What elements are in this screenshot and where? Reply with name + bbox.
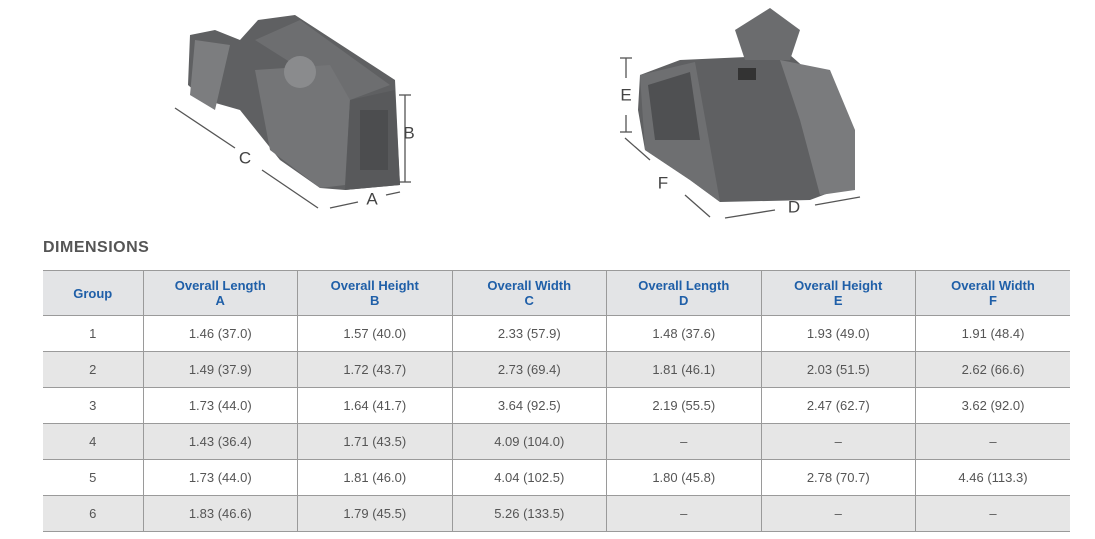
column-header: Overall Length A — [142, 270, 298, 316]
table-cell: 1.48 (37.6) — [606, 315, 762, 352]
table-cell: 4.46 (113.3) — [915, 459, 1070, 496]
column-name: Overall Width — [951, 278, 1035, 293]
table-cell: 2 — [43, 351, 144, 388]
table-cell: 1.83 (46.6) — [142, 495, 298, 532]
column-sub: F — [989, 293, 997, 308]
table-cell: 1.81 (46.0) — [297, 459, 453, 496]
dimension-label: E — [620, 85, 631, 104]
table-cell: 1.80 (45.8) — [606, 459, 762, 496]
table-cell: 1.73 (44.0) — [142, 387, 298, 424]
column-header: Overall Height B — [297, 270, 453, 316]
column-sub: B — [370, 293, 380, 308]
dimension-label: D — [788, 197, 800, 216]
table-cell: 2.03 (51.5) — [760, 351, 916, 388]
table-cell: 1.57 (40.0) — [297, 315, 453, 352]
dimension-label: B — [403, 123, 414, 142]
column-header: Overall Width C — [451, 270, 607, 316]
table-cell: 2.73 (69.4) — [451, 351, 607, 388]
column-name: Overall Length — [174, 278, 266, 293]
dimension-label: F — [658, 173, 668, 192]
table-cell: 1.43 (36.4) — [142, 423, 298, 460]
table-cell: – — [760, 495, 916, 532]
table-cell: 2.19 (55.5) — [606, 387, 762, 424]
table-cell: 1.46 (37.0) — [142, 315, 298, 352]
table-cell: 1.73 (44.0) — [142, 459, 298, 496]
table-cell: – — [606, 495, 762, 532]
table-cell: 1 — [43, 315, 144, 352]
table-row: 1 1.46 (37.0) 1.57 (40.0) 2.33 (57.9) 1.48 (… — [43, 315, 1070, 352]
column-header: Overall Width F — [915, 270, 1070, 316]
section-title: DIMENSIONS — [43, 239, 150, 256]
table-row: 3 1.73 (44.0) 1.64 (41.7) 3.64 (92.5) 2.19 (… — [43, 387, 1070, 424]
table-cell: 3.64 (92.5) — [451, 387, 607, 424]
table-cell: 1.79 (45.5) — [297, 495, 453, 532]
table-cell: 2.62 (66.6) — [915, 351, 1070, 388]
table-row: 6 1.83 (46.6) 1.79 (45.5) 5.26 (133.5) – – – — [43, 495, 1070, 532]
table-cell: – — [606, 423, 762, 460]
table-cell: 2.47 (62.7) — [760, 387, 916, 424]
column-sub: D — [679, 293, 689, 308]
table-cell: 2.78 (70.7) — [760, 459, 916, 496]
column-name: Overall Height — [330, 278, 419, 293]
column-sub: E — [833, 293, 843, 308]
table-cell: 4.09 (104.0) — [451, 423, 607, 460]
table-cell: 6 — [43, 495, 144, 532]
column-sub: A — [215, 293, 225, 308]
table-cell: 5 — [43, 459, 144, 496]
table-cell: 3 — [43, 387, 144, 424]
column-header: Overall Height E — [760, 270, 916, 316]
table-row: 2 1.49 (37.9) 1.72 (43.7) 2.73 (69.4) 1.81 (… — [43, 351, 1070, 388]
column-sub: C — [524, 293, 534, 308]
column-name: Overall Length — [638, 278, 730, 293]
column-header: Group — [43, 270, 144, 316]
table-cell: – — [760, 423, 916, 460]
illustrations: B C A E F D — [174, 8, 861, 219]
table-cell: 1.72 (43.7) — [297, 351, 453, 388]
table-cell: 1.93 (49.0) — [760, 315, 916, 352]
table-cell: 4 — [43, 423, 144, 460]
table-row: 4 1.43 (36.4) 1.71 (43.5) 4.09 (104.0) – – – — [43, 423, 1070, 460]
right-dimensions — [620, 57, 861, 219]
table-cell: 5.26 (133.5) — [451, 495, 607, 532]
header-row: Group Overall Length A Overall Height B Overa… — [43, 270, 1070, 316]
dimensions-table: Group Overall Length A Overall Height B Overa… — [43, 270, 1070, 532]
column-header: Overall Length D — [606, 270, 762, 316]
table-row: 5 1.73 (44.0) 1.81 (46.0) 4.04 (102.5) 1.80 … — [43, 459, 1070, 496]
table-cell: 1.49 (37.9) — [142, 351, 298, 388]
table-cell: – — [915, 423, 1070, 460]
table-cell: – — [915, 495, 1070, 532]
dimension-label: C — [239, 148, 251, 167]
column-name: Overall Width — [487, 278, 572, 293]
right-connector — [638, 8, 855, 202]
left-connector — [188, 15, 400, 190]
column-name: Group — [73, 285, 113, 301]
table-cell: 1.64 (41.7) — [297, 387, 453, 424]
left-dimensions — [174, 94, 411, 209]
table-cell: 3.62 (92.0) — [915, 387, 1070, 424]
table-cell: 1.71 (43.5) — [297, 423, 453, 460]
table-cell: 1.91 (48.4) — [915, 315, 1070, 352]
table-cell: 1.81 (46.1) — [606, 351, 762, 388]
table-cell: 4.04 (102.5) — [451, 459, 607, 496]
dimension-label: A — [366, 189, 378, 208]
table-cell: 2.33 (57.9) — [451, 315, 607, 352]
column-name: Overall Height — [794, 278, 883, 293]
